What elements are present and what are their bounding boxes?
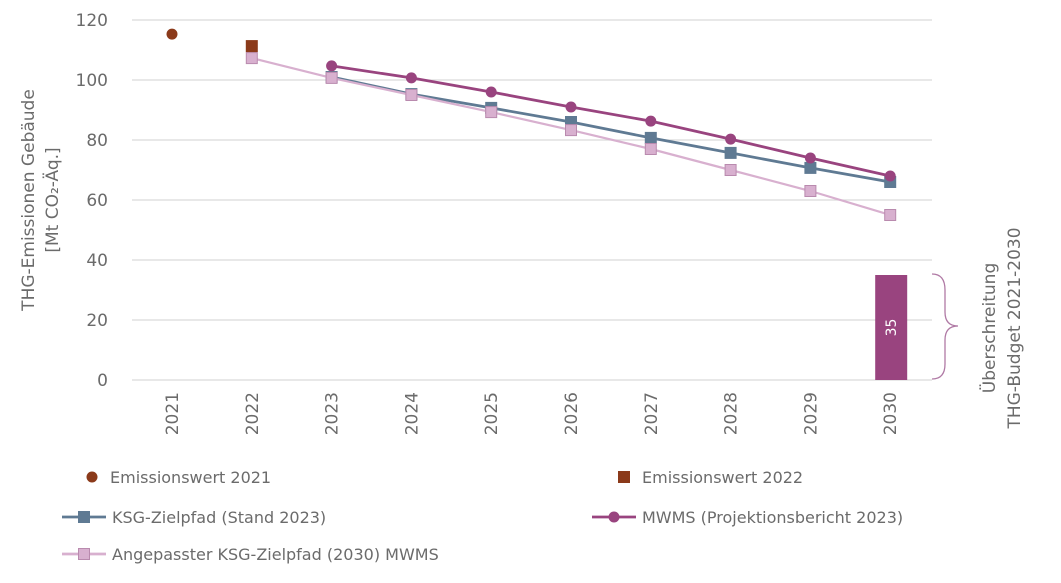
series-ksg-zielpfad-stand-2023- <box>325 71 897 188</box>
circle-marker <box>405 72 417 84</box>
square-marker <box>804 185 817 197</box>
square-marker <box>565 124 577 137</box>
y-tick-label: 80 <box>86 131 108 151</box>
overshoot-brace <box>931 273 959 380</box>
circle-marker <box>884 170 896 182</box>
circle-marker <box>725 133 737 145</box>
x-tick-label: 2021 <box>163 392 183 435</box>
annotation-line2: THG-Budget 2021-2030 <box>1005 227 1025 429</box>
x-tick-label: 2028 <box>722 392 742 435</box>
y-axis-label-line2: [Mt CO₂-Äq.] <box>42 147 63 252</box>
series-emissionswert-2021 <box>166 28 178 40</box>
square-marker <box>245 40 258 53</box>
x-tick-label: 2024 <box>402 392 422 435</box>
square-marker <box>245 52 258 65</box>
x-tick-label: 2022 <box>243 392 263 435</box>
overshoot-bar-group: 35 <box>875 275 908 380</box>
circle-marker <box>645 115 657 127</box>
circle-marker <box>565 101 577 113</box>
y-tick-label: 40 <box>86 251 108 271</box>
y-tick-label: 20 <box>86 311 108 331</box>
x-tick-labels: 2021 2022 2023 2024 2025 2026 2027 2028 2029 2030 <box>163 392 901 435</box>
legend-item: MWMS (Projektionsbericht 2023) <box>592 508 903 527</box>
circle-marker <box>326 60 338 72</box>
x-tick-label: 2030 <box>881 392 901 435</box>
legend-label: Emissionswert 2021 <box>110 468 271 487</box>
y-tick-label: 60 <box>86 191 108 211</box>
square-marker <box>724 146 737 159</box>
series-line <box>331 75 891 184</box>
legend-item: Emissionswert 2022 <box>618 468 803 487</box>
legend-item: KSG-Zielpfad (Stand 2023) <box>62 508 326 527</box>
x-tick-label: 2029 <box>801 392 821 435</box>
legend-label: KSG-Zielpfad (Stand 2023) <box>112 508 326 527</box>
series-angepasster-ksg-zielpfad-2030-mwms <box>245 52 897 221</box>
x-tick-label: 2027 <box>642 392 662 435</box>
annotation-line1: Überschreitung <box>978 263 1000 393</box>
x-tick-label: 2025 <box>482 392 502 435</box>
square-marker <box>644 131 657 144</box>
legend-item: Angepasster KSG-Zielpfad (2030) MWMS <box>62 545 439 564</box>
square-marker <box>78 548 90 560</box>
square-marker <box>884 209 897 221</box>
circle-marker <box>166 28 178 40</box>
gridlines <box>132 19 932 381</box>
series-group <box>166 28 897 221</box>
series-line <box>251 57 891 217</box>
square-marker <box>804 161 817 174</box>
y-axis-label-line1: THG-Emissionen Gebäude <box>19 89 39 312</box>
square-marker <box>325 71 338 84</box>
y-tick-labels: 0 20 40 60 80 100 120 <box>76 11 108 391</box>
square-marker <box>644 143 657 155</box>
square-marker <box>485 106 498 119</box>
series-line <box>331 64 891 178</box>
legend-item: Emissionswert 2021 <box>86 468 271 487</box>
circle-marker <box>86 471 98 483</box>
y-tick-label: 120 <box>76 11 108 31</box>
overshoot-bar-label: 35 <box>884 319 900 337</box>
overshoot-bar <box>875 275 908 380</box>
circle-marker <box>485 86 497 98</box>
legend: Emissionswert 2021 Emissionswert 2022 KSG-… <box>62 468 903 564</box>
legend-label: Angepasster KSG-Zielpfad (2030) MWMS <box>112 545 439 564</box>
circle-marker <box>608 511 620 523</box>
series-emissionswert-2022 <box>245 40 258 53</box>
legend-label: Emissionswert 2022 <box>642 468 803 487</box>
series-mwms-projektionsbericht-2023- <box>326 60 896 182</box>
x-tick-label: 2023 <box>323 392 343 435</box>
square-marker <box>405 89 418 101</box>
y-tick-label: 0 <box>97 371 108 391</box>
square-marker <box>724 164 737 176</box>
legend-label: MWMS (Projektionsbericht 2023) <box>642 508 903 527</box>
square-marker <box>618 471 630 483</box>
square-marker <box>78 511 90 523</box>
circle-marker <box>804 152 816 164</box>
y-tick-label: 100 <box>76 71 108 91</box>
x-tick-label: 2026 <box>562 392 582 435</box>
